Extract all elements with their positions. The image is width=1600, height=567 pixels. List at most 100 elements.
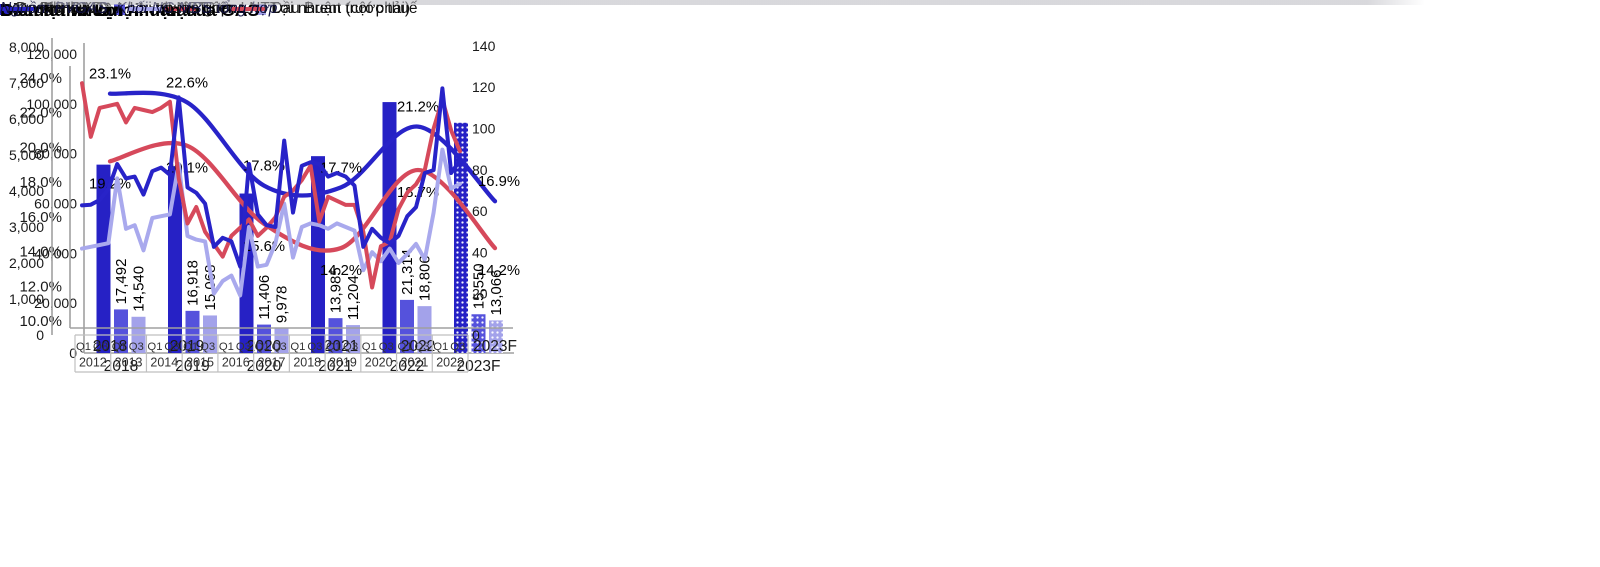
- quarter-tick: Q1: [255, 341, 270, 353]
- bar-2023F-0: [454, 122, 468, 353]
- year-tick: 2013: [115, 356, 143, 370]
- y-axis-tick-right: 20: [472, 286, 488, 302]
- bar-value-label: 9,978: [274, 286, 291, 324]
- legend-swatch: [113, 3, 125, 15]
- data-label: 23.1%: [89, 67, 131, 83]
- line-Dầu Brent (cột phải): [80, 81, 462, 290]
- quarter-tick: Q3: [129, 341, 144, 353]
- quarter-tick: Q3: [236, 341, 251, 353]
- data-label: 21.2%: [397, 100, 439, 116]
- data-label: 14.2%: [320, 263, 362, 279]
- legend-swatch: [0, 6, 34, 12]
- bar-value-label: 16,918: [185, 260, 202, 306]
- legend-swatch: [231, 6, 266, 12]
- legend-swatch: [127, 6, 162, 12]
- x-axis-tick: 2019: [175, 358, 209, 375]
- bar-2023F-1: [471, 314, 486, 353]
- bar-2021-0: [311, 156, 325, 353]
- y-axis-tick: 40,000: [34, 245, 77, 261]
- bar-value-label: 13,066: [488, 270, 505, 316]
- quarter-tick: Q3: [272, 341, 287, 353]
- quarter-tick: Q1: [76, 341, 91, 353]
- y-axis-tick-left: 7,000: [9, 75, 44, 91]
- bar-2018-0: [96, 164, 111, 353]
- y-axis-tick-left: 3,000: [9, 219, 44, 235]
- bar-2019-2: [203, 315, 217, 353]
- year-tick: 2016: [222, 356, 250, 370]
- bar-value-label: 11,406: [256, 275, 273, 320]
- year-tick: 2019: [329, 356, 357, 370]
- data-label: 22.6%: [166, 75, 208, 91]
- quarter-tick: Q1: [147, 341, 162, 353]
- x-axis-tick: 2023F: [473, 338, 517, 355]
- y-axis-tick: 0: [69, 345, 77, 361]
- quarter-tick: Q1: [219, 341, 234, 353]
- bar-2018-1: [114, 309, 128, 353]
- quarter-tick: Q3: [200, 341, 215, 353]
- line-LNHĐKD: [80, 86, 462, 269]
- bar-2022-1: [400, 299, 414, 353]
- year-tick: 2020: [365, 356, 393, 370]
- bar-2019-1: [185, 310, 200, 353]
- x-axis-tick: 2019: [170, 338, 204, 355]
- quarter-tick: Q3: [415, 341, 430, 353]
- quarter-tick: Q1: [362, 341, 377, 353]
- quarter-tick: Q3: [307, 341, 322, 353]
- bar-2020-1: [257, 324, 271, 353]
- year-tick: 2022: [436, 356, 464, 370]
- y-axis-tick-right: 140: [472, 38, 496, 54]
- quarter-tick: Q3: [164, 341, 179, 353]
- bar-value-label: 11,204: [345, 275, 362, 320]
- year-tick: 2017: [258, 356, 286, 370]
- y-axis-tick-left: 8,000: [9, 39, 44, 55]
- y-axis-tick-right: 120: [472, 79, 496, 95]
- quarter-tick: Q1: [290, 341, 305, 353]
- x-axis-tick: 2020: [247, 358, 282, 375]
- chart-title-revenue-profit: Doanh thu và lợi nhuận: [0, 0, 198, 20]
- bar-2022-0: [382, 102, 397, 353]
- y-axis-tick-left: 5,000: [9, 147, 44, 163]
- y-axis-tick-right: 0: [472, 327, 480, 343]
- data-label: 16.9%: [478, 174, 520, 190]
- y-axis-tick-right: 60: [472, 203, 488, 219]
- y-axis-tick-right: 100: [472, 121, 496, 137]
- year-tick: 2015: [186, 356, 214, 370]
- quarter-tick: Q3: [450, 341, 465, 353]
- y-axis-tick: 60,000: [34, 196, 77, 212]
- year-tick: 2018: [293, 356, 321, 370]
- x-axis-tick: 2022: [401, 338, 435, 355]
- x-axis-tick: 2018: [93, 338, 127, 355]
- y-axis-tick: 80,000: [34, 146, 77, 162]
- x-axis-tick: 2022: [390, 358, 424, 375]
- y-axis-tick-left: 4,000: [9, 183, 44, 199]
- y-axis-tick: 20,000: [34, 295, 77, 311]
- year-tick: 2012: [79, 356, 107, 370]
- quarter-tick: Q1: [112, 341, 127, 353]
- legend-swatch: [165, 6, 200, 12]
- data-label: 17.7%: [320, 160, 362, 176]
- bar-2020-2: [274, 328, 289, 353]
- bar-2022-2: [417, 306, 432, 353]
- y-axis-tick-left: 0: [36, 327, 44, 343]
- y-axis-tick-left: 6,000: [9, 111, 44, 127]
- y-axis-tick-left: 1,000: [9, 291, 44, 307]
- x-axis-tick: 2018: [104, 358, 138, 375]
- bar-value-label: 17,492: [113, 259, 130, 305]
- y-axis-tick-left: 2,000: [9, 255, 44, 271]
- quarter-tick: Q1: [433, 341, 448, 353]
- y-axis-tick-right: 80: [472, 162, 488, 178]
- line-Biên LNG: [107, 90, 498, 204]
- quarter-tick: Q1: [326, 341, 341, 353]
- quarter-tick: Q3: [379, 341, 394, 353]
- x-axis-tick: 2020: [247, 338, 282, 355]
- bar-value-label: 18,806: [417, 255, 434, 301]
- quarter-tick: Q1: [183, 341, 198, 353]
- chart-title-profit-margin: Biên lợi nhuận: [0, 0, 124, 20]
- data-label: 17.8%: [243, 159, 285, 175]
- data-label: 14.2%: [478, 263, 520, 279]
- quarter-tick: Q3: [343, 341, 358, 353]
- quarter-tick: Q1: [398, 341, 413, 353]
- bar-value-label: 13,985: [328, 267, 345, 313]
- x-axis-tick: 2021: [324, 338, 358, 355]
